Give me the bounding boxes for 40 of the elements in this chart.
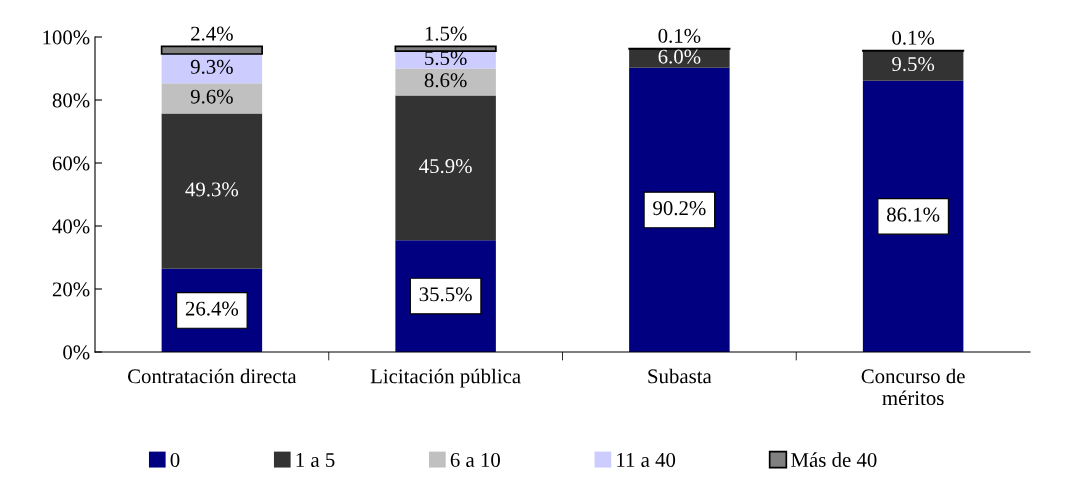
bar (161, 113, 263, 269)
bar (161, 83, 263, 114)
legend-label: 0 (170, 452, 180, 468)
data-label: 6.0% (658, 49, 701, 64)
legend-label: 1 a 5 (296, 453, 335, 468)
legend-label: Más de 40 (791, 452, 877, 468)
data-label: 45.9% (419, 159, 472, 174)
bar (395, 68, 496, 96)
x-tick-label: Licitación pública (370, 368, 521, 388)
x-tick-label: Concurso de méritos (861, 368, 965, 406)
data-label: 90.2% (653, 201, 706, 216)
legend-label: 6 a 10 (450, 452, 500, 468)
x-tick-label: Contratación directa (127, 368, 297, 384)
data-label: 49.3% (185, 182, 239, 197)
y-tick-label: 60% (52, 156, 90, 171)
data-label: 0.1% (658, 28, 701, 43)
bar (862, 50, 964, 81)
data-label: 1.5% (425, 26, 467, 41)
y-tick-label: 100% (43, 30, 90, 45)
data-label: 9.5% (892, 56, 935, 72)
y-tick-label: 80% (52, 93, 90, 108)
bar (161, 54, 263, 84)
bar (394, 45, 497, 53)
data-label: 9.6% (190, 89, 233, 104)
x-tick-label: Subasta (648, 368, 712, 384)
data-label: 2.4% (191, 26, 233, 41)
data-label: 35.5% (419, 287, 472, 302)
bar (629, 67, 730, 352)
data-label: 8.6% (424, 73, 467, 88)
data-label: 26.4% (185, 301, 239, 316)
bar (395, 51, 496, 69)
bar (160, 45, 263, 55)
bar (395, 95, 496, 241)
legend-label: 11 a 40 (617, 452, 676, 468)
data-label: 9.3% (190, 59, 233, 74)
y-tick-label: 40% (52, 219, 90, 234)
data-label: 86.1% (887, 207, 940, 222)
y-tick-label: 0% (63, 345, 90, 360)
data-label: 0.1% (892, 30, 935, 45)
y-tick-label: 20% (52, 282, 90, 297)
